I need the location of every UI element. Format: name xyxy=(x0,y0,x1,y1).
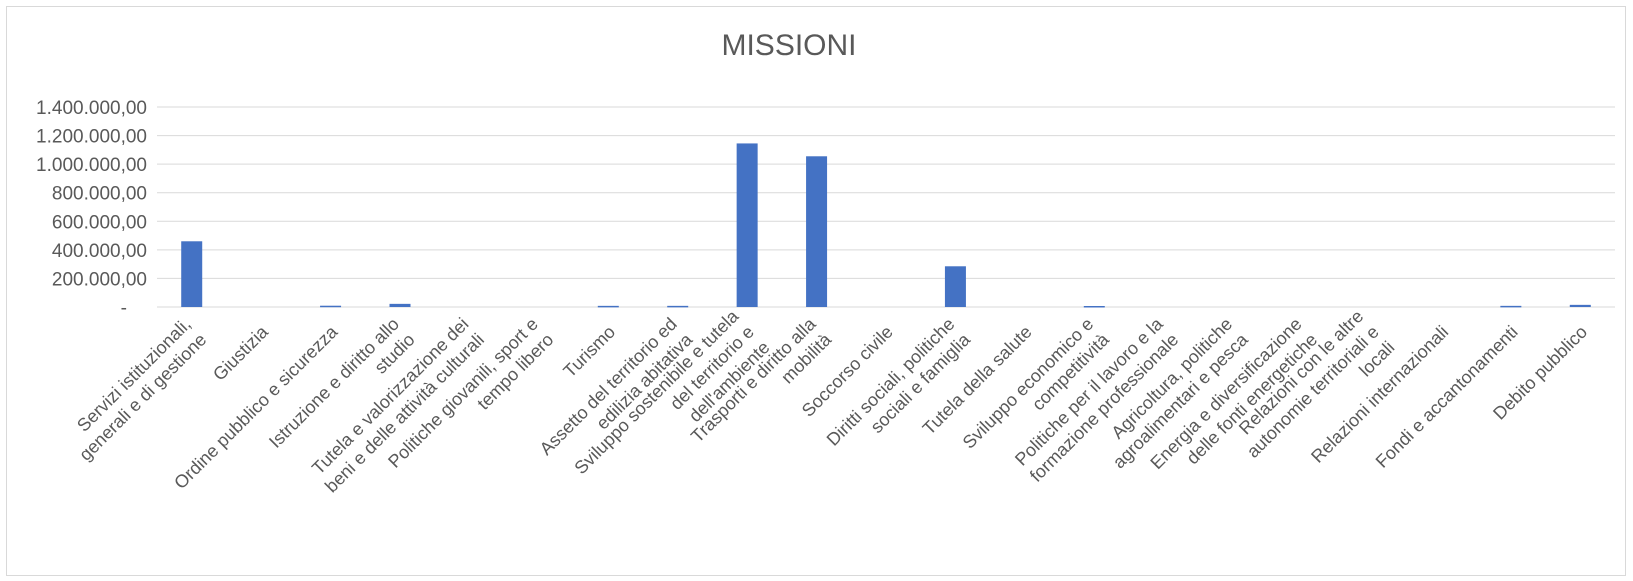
x-tick-label: Servizi istituzionali,generali e di gest… xyxy=(60,314,211,465)
y-axis-labels: - 200.000,00 400.000,00 600.000,00 800.000,0… xyxy=(36,98,147,319)
bars xyxy=(181,143,1591,308)
gridlines xyxy=(157,106,1615,308)
x-tick-label: Fondi e accantonamenti xyxy=(1372,322,1522,472)
x-tick-label: Giustizia xyxy=(209,321,273,385)
bar xyxy=(181,241,203,307)
y-tick-label: 1.000.000,00 xyxy=(36,155,147,176)
y-tick-label: 1.200.000,00 xyxy=(36,127,147,148)
bar xyxy=(806,156,828,307)
y-tick-label: 400.000,00 xyxy=(52,241,147,262)
chart-svg: MISSIONI - 200.000,00 400.000,00 600.000,00… xyxy=(36,29,1615,496)
x-tick-label-line: Giustizia xyxy=(209,321,273,385)
y-tick-label: 1.400.000,00 xyxy=(36,98,147,119)
x-tick-label: Diritti sociali, politichesociali e fami… xyxy=(823,313,975,465)
bar xyxy=(944,266,966,307)
bar xyxy=(1083,306,1105,308)
y-tick-label: - xyxy=(121,298,127,319)
bar xyxy=(320,305,342,308)
x-tick-label-line: Fondi e accantonamenti xyxy=(1372,322,1522,472)
y-tick-label: 200.000,00 xyxy=(52,269,147,290)
x-tick-label-line: generali e di gestione xyxy=(75,329,210,464)
y-tick-label: 600.000,00 xyxy=(52,212,147,233)
bar xyxy=(1569,304,1591,307)
chart-area: MISSIONI - 200.000,00 400.000,00 600.000,00… xyxy=(6,6,1626,576)
bar xyxy=(667,305,689,308)
bar xyxy=(389,303,411,307)
x-axis-labels: Servizi istituzionali,generali e di gest… xyxy=(60,305,1591,496)
bar xyxy=(1500,305,1522,308)
y-tick-label: 800.000,00 xyxy=(52,184,147,205)
bar xyxy=(597,305,619,308)
chart-title: MISSIONI xyxy=(721,29,856,62)
bar xyxy=(736,143,758,307)
